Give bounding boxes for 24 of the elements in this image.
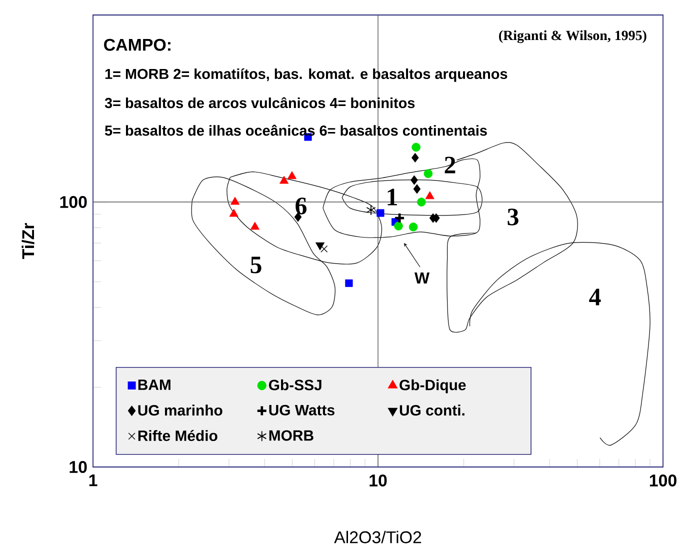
legend-label: Gb-SSJ bbox=[268, 379, 322, 390]
legend-label: Rifte Médio bbox=[138, 430, 218, 442]
annotation: (Riganti & Wilson, 1995) bbox=[499, 30, 646, 44]
x-tick-label: 100 bbox=[650, 474, 676, 487]
annotation: W bbox=[414, 272, 430, 284]
x-tick-label: 1 bbox=[89, 474, 98, 486]
annotation: CAMPO: bbox=[104, 38, 170, 51]
legend-label: UG conti. bbox=[400, 404, 464, 416]
annotation: 5= basaltos de ilhas oceânicas 6= basaltos continentais bbox=[104, 124, 487, 136]
y-axis-title: Ti/Zr bbox=[22, 223, 34, 259]
legend-label: MORB bbox=[269, 430, 314, 441]
legend-label: UG marinho bbox=[138, 404, 222, 416]
x-tick-label: 10 bbox=[370, 474, 387, 487]
x-axis-title: Al2O3/TiO2 bbox=[334, 530, 422, 544]
legend-label: UG Watts bbox=[269, 404, 334, 416]
annotation: 4 bbox=[589, 288, 601, 306]
annotation: 1= MORB 2= komatiítos, bas. komat. e basaltos arqueanos bbox=[105, 68, 508, 82]
legend-label: BAM bbox=[138, 380, 170, 390]
annotation: 3= basaltos de arcos vulcânicos 4= boninitos bbox=[104, 97, 415, 108]
annotation: 1 bbox=[388, 188, 397, 206]
annotation: 5 bbox=[250, 256, 262, 274]
annotation: 6 bbox=[296, 198, 306, 214]
annotation: 3 bbox=[508, 208, 518, 226]
legend-label: Gb-Dique bbox=[400, 379, 466, 394]
